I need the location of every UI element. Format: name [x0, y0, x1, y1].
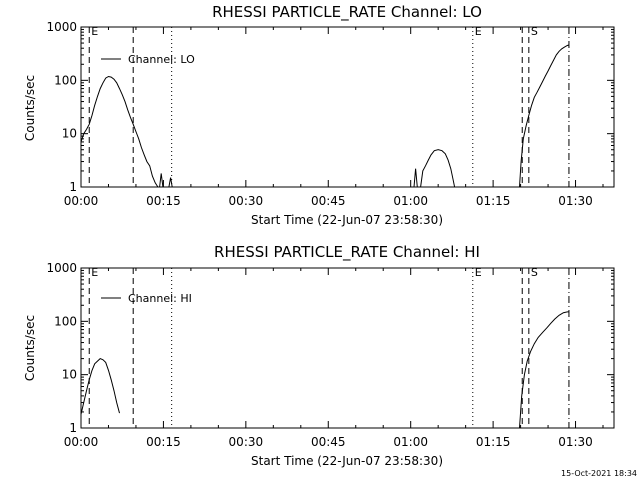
- panel-hi-y-tick-label: 1: [69, 421, 77, 435]
- panel-hi-plot: 00:00 00:15 00:30 00:45 01:00 01:15 01:30 1 10 10…: [46, 261, 615, 449]
- panel-lo-marker-label: S: [531, 25, 538, 38]
- panel-hi-x-tick-label: 01:15: [476, 435, 511, 449]
- panel-hi-x-tick-label: 00:30: [229, 435, 264, 449]
- panel-hi: RHESSI PARTICLE_RATE Channel: HI 00:00 00…: [23, 243, 615, 468]
- panel-hi-x-tick-label: 01:00: [393, 435, 428, 449]
- panel-lo-ylabel: Counts/sec: [23, 75, 37, 141]
- panel-lo-x-tick-label: 01:15: [476, 194, 511, 208]
- panel-hi-y-tick-label: 100: [54, 314, 77, 328]
- panel-lo-series-line: [159, 173, 164, 188]
- panel-lo-y-tick-label: 100: [54, 73, 77, 87]
- panel-lo-marker-label: E: [475, 25, 482, 38]
- footer-timestamp: 15-Oct-2021 18:34: [561, 469, 637, 478]
- panel-hi-marker-label: E: [475, 266, 482, 279]
- panel-lo-x-tick-label: 01:30: [558, 194, 593, 208]
- panel-lo-series-line: [168, 177, 173, 188]
- panel-lo-legend-label: Channel: LO: [128, 53, 195, 66]
- panel-hi-title: RHESSI PARTICLE_RATE Channel: HI: [214, 243, 480, 262]
- panel-hi-x-tick-label: 00:15: [146, 435, 181, 449]
- panel-lo-x-tick-label: 00:45: [311, 194, 346, 208]
- panel-hi-series-line: [80, 358, 120, 415]
- panel-lo-series-line: [420, 149, 456, 188]
- panel-lo-y-tick-label: 10: [62, 127, 77, 141]
- panel-hi-xlabel: Start Time (22-Jun-07 23:58:30): [251, 454, 443, 468]
- panel-hi-x-tick-label: 00:00: [64, 435, 99, 449]
- panel-hi-frame: [80, 267, 615, 429]
- panel-lo-frame: [80, 26, 615, 188]
- panel-lo-x-tick-label: 01:00: [393, 194, 428, 208]
- panel-lo-plot: 00:00 00:15 00:30 00:45 01:00 01:15 01:30 1 10 10…: [46, 20, 615, 208]
- panel-hi-legend-label: Channel: HI: [128, 292, 192, 305]
- panel-lo-y-tick-label: 1000: [46, 20, 77, 34]
- panel-lo-series-line: [413, 168, 418, 188]
- panel-lo-x-tick-label: 00:15: [146, 194, 181, 208]
- panel-hi-x-tick-label: 01:30: [558, 435, 593, 449]
- panel-lo-title: RHESSI PARTICLE_RATE Channel: LO: [212, 3, 482, 22]
- panel-hi-marker-label: S: [531, 266, 538, 279]
- panel-hi-y-tick-label: 1000: [46, 261, 77, 275]
- panel-lo-series-line: [80, 75, 159, 188]
- panel-lo-marker-label: E: [91, 25, 98, 38]
- panel-hi-ylabel: Counts/sec: [23, 315, 37, 381]
- panel-lo-x-tick-label: 00:30: [229, 194, 264, 208]
- panel-hi-y-tick-label: 10: [62, 368, 77, 382]
- panel-lo-series-line: [519, 44, 570, 188]
- panel-lo-x-tick-label: 00:00: [64, 194, 99, 208]
- panel-lo-xlabel: Start Time (22-Jun-07 23:58:30): [251, 213, 443, 227]
- panel-lo-y-tick-label: 1: [69, 180, 77, 194]
- panel-lo: RHESSI PARTICLE_RATE Channel: LO 00:00 00…: [23, 3, 615, 227]
- panel-hi-series-line: [519, 311, 569, 429]
- panel-hi-marker-label: E: [91, 266, 98, 279]
- panel-hi-x-tick-label: 00:45: [311, 435, 346, 449]
